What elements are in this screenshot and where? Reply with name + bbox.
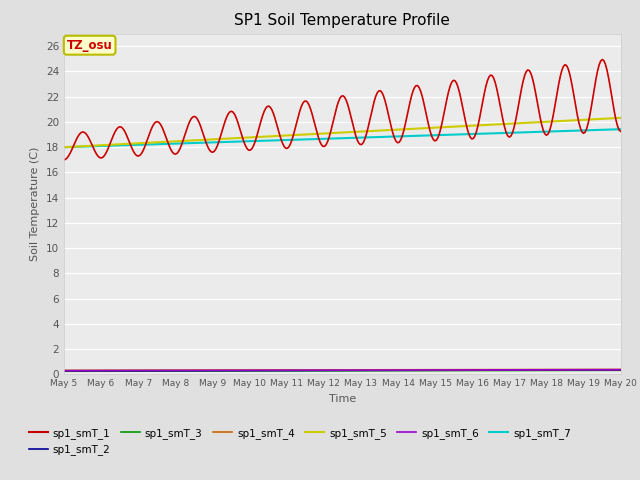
- sp1_smT_1: [598, 57, 606, 62]
- X-axis label: Time: Time: [329, 394, 356, 404]
- sp1_smT_5: [303, 132, 311, 137]
- sp1_smT_1: [617, 129, 625, 134]
- Line: sp1_smT_5: sp1_smT_5: [64, 118, 621, 147]
- sp1_smT_5: [244, 134, 252, 140]
- sp1_smT_7: [60, 144, 68, 150]
- sp1_smT_7: [129, 142, 136, 148]
- sp1_smT_3: [129, 368, 136, 374]
- sp1_smT_2: [617, 367, 625, 373]
- Y-axis label: Soil Temperature (C): Soil Temperature (C): [30, 147, 40, 261]
- sp1_smT_2: [129, 368, 136, 373]
- sp1_smT_5: [60, 144, 68, 150]
- sp1_smT_7: [303, 136, 311, 142]
- sp1_smT_5: [586, 117, 594, 122]
- sp1_smT_5: [129, 141, 136, 146]
- sp1_smT_6: [617, 367, 625, 372]
- sp1_smT_4: [303, 367, 311, 373]
- Line: sp1_smT_2: sp1_smT_2: [64, 370, 621, 371]
- sp1_smT_4: [244, 367, 252, 373]
- sp1_smT_3: [60, 368, 68, 374]
- sp1_smT_4: [617, 367, 625, 372]
- Line: sp1_smT_4: sp1_smT_4: [64, 370, 621, 371]
- sp1_smT_1: [60, 157, 68, 163]
- sp1_smT_1: [586, 113, 594, 119]
- sp1_smT_7: [586, 127, 594, 133]
- sp1_smT_1: [129, 146, 136, 152]
- sp1_smT_3: [303, 368, 311, 374]
- sp1_smT_6: [129, 368, 136, 373]
- sp1_smT_2: [303, 368, 311, 373]
- sp1_smT_2: [244, 368, 252, 373]
- sp1_smT_6: [586, 367, 594, 372]
- sp1_smT_3: [226, 368, 234, 374]
- sp1_smT_1: [303, 99, 311, 105]
- Line: sp1_smT_1: sp1_smT_1: [64, 60, 621, 160]
- sp1_smT_4: [586, 367, 594, 372]
- sp1_smT_4: [254, 367, 262, 373]
- sp1_smT_2: [254, 368, 262, 373]
- sp1_smT_2: [586, 367, 594, 373]
- sp1_smT_7: [617, 126, 625, 132]
- sp1_smT_3: [244, 368, 252, 374]
- Line: sp1_smT_3: sp1_smT_3: [64, 370, 621, 371]
- sp1_smT_3: [617, 367, 625, 373]
- sp1_smT_1: [244, 147, 252, 153]
- sp1_smT_4: [129, 367, 136, 373]
- Line: sp1_smT_6: sp1_smT_6: [64, 370, 621, 371]
- sp1_smT_1: [226, 109, 234, 115]
- Text: TZ_osu: TZ_osu: [67, 39, 113, 52]
- Legend: sp1_smT_1, sp1_smT_2, sp1_smT_3, sp1_smT_4, sp1_smT_5, sp1_smT_6, sp1_smT_7: sp1_smT_1, sp1_smT_2, sp1_smT_3, sp1_smT…: [25, 424, 575, 459]
- sp1_smT_4: [60, 368, 68, 373]
- sp1_smT_3: [254, 368, 262, 374]
- sp1_smT_5: [254, 134, 262, 140]
- sp1_smT_7: [254, 138, 262, 144]
- sp1_smT_7: [244, 138, 252, 144]
- sp1_smT_6: [60, 368, 68, 373]
- sp1_smT_7: [226, 139, 234, 144]
- sp1_smT_3: [586, 368, 594, 373]
- sp1_smT_6: [244, 367, 252, 373]
- sp1_smT_1: [254, 130, 262, 135]
- sp1_smT_5: [226, 135, 234, 141]
- sp1_smT_4: [226, 367, 234, 373]
- sp1_smT_5: [617, 115, 625, 121]
- sp1_smT_6: [254, 367, 262, 373]
- sp1_smT_6: [303, 367, 311, 373]
- Line: sp1_smT_7: sp1_smT_7: [64, 129, 621, 147]
- sp1_smT_2: [60, 368, 68, 374]
- sp1_smT_2: [226, 368, 234, 373]
- sp1_smT_6: [226, 368, 234, 373]
- Title: SP1 Soil Temperature Profile: SP1 Soil Temperature Profile: [234, 13, 451, 28]
